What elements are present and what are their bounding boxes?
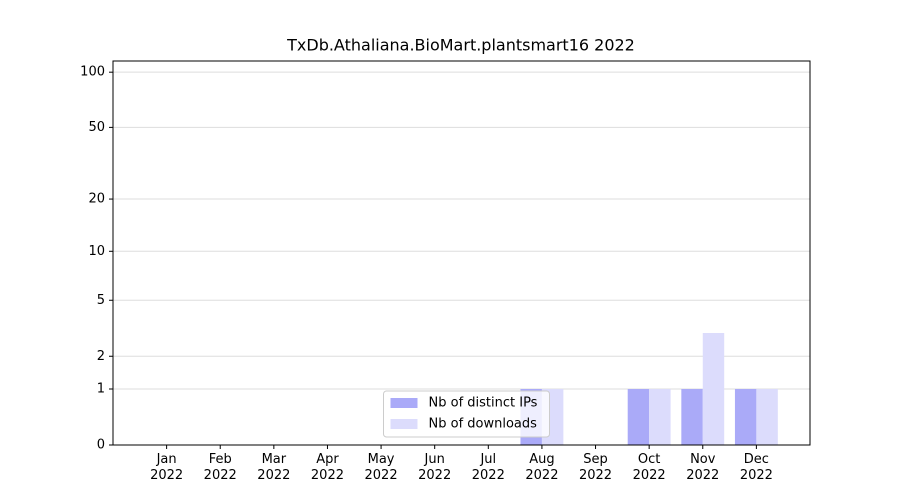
plot-frame (112, 60, 811, 446)
x-tick-label: Jul 2022 (471, 452, 505, 483)
x-tick-label: May 2022 (364, 452, 398, 483)
bar (734, 389, 757, 445)
bar (627, 389, 650, 445)
legend-label: Nb of distinct IPs (429, 396, 538, 411)
bar (649, 389, 671, 445)
y-tick-label: 20 (88, 192, 105, 207)
x-tick-label: Apr 2022 (310, 452, 344, 483)
x-tick-label: Aug 2022 (525, 452, 559, 483)
y-tick-label: 100 (80, 65, 105, 80)
x-tick-label: Jun 2022 (418, 452, 452, 483)
y-tick-label: 5 (97, 293, 105, 308)
x-tick-label: Oct 2022 (632, 452, 666, 483)
y-tick-label: 2 (97, 349, 105, 364)
legend-box (383, 390, 550, 438)
legend: Nb of distinct IPs Nb of downloads (383, 390, 550, 438)
legend-label: Nb of downloads (429, 417, 538, 432)
x-tick-label: Dec 2022 (739, 452, 773, 483)
grid (113, 71, 810, 446)
x-tick-label: Sep 2022 (578, 452, 613, 483)
y-tick-label: 50 (88, 120, 105, 135)
y-tick-label: 0 (97, 438, 105, 453)
legend-swatch (390, 419, 418, 429)
legend-swatch (390, 398, 418, 408)
x-tick-label: Feb 2022 (203, 452, 237, 483)
y-tick-label: 1 (97, 382, 105, 397)
y-tick-label: 10 (88, 244, 105, 259)
bar (756, 389, 778, 445)
x-tick-label: Jan 2022 (150, 452, 184, 483)
x-tick-label: Nov 2022 (686, 452, 720, 483)
chart-title: TxDb.Athaliana.BioMart.plantsmart16 2022 (286, 36, 635, 55)
x-tick-label: Mar 2022 (257, 452, 291, 483)
bar (702, 333, 725, 445)
bar (681, 389, 703, 445)
